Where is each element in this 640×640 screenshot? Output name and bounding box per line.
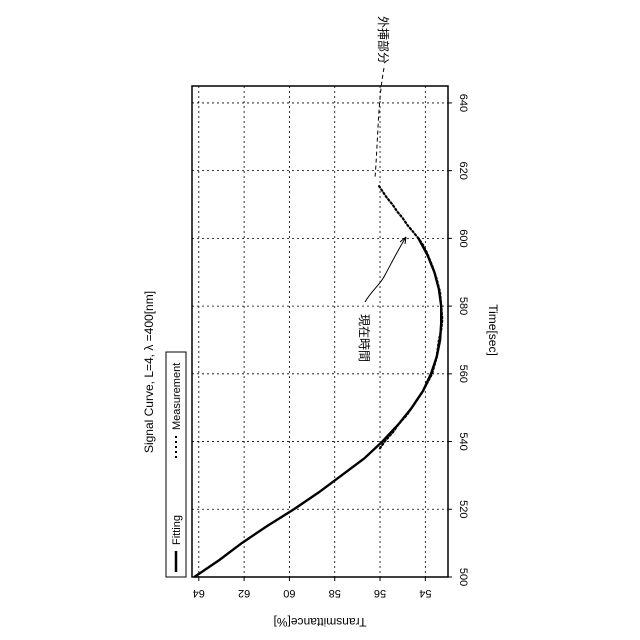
tick-label-time: 500 (457, 568, 469, 586)
legend: Fitting Measurement (166, 352, 186, 577)
annotation-label-current-time: 現在時間 (357, 314, 371, 362)
tick-label-transmittance: 58 (329, 587, 341, 599)
tick-label-time: 540 (457, 432, 469, 450)
tick-label-time: 580 (457, 297, 469, 315)
y-axis-label: Transmittance[%] (274, 615, 367, 629)
tick-label-transmittance: 62 (238, 587, 250, 599)
chart-title: Signal Curve, L=4, λ =400[nm] (142, 291, 156, 453)
tick-label-transmittance: 56 (374, 587, 386, 599)
tick-label-time: 520 (457, 500, 469, 518)
tick-label-time: 640 (457, 94, 469, 112)
tick-label-time: 600 (457, 229, 469, 247)
tick-label-time: 620 (457, 161, 469, 179)
tick-label-time: 560 (457, 365, 469, 383)
legend-label-fitting: Fitting (171, 515, 183, 545)
annotation-label-extrapolation: 外挿部分 (376, 16, 391, 64)
tick-label-transmittance: 54 (419, 587, 431, 599)
tick-label-transmittance: 64 (193, 587, 205, 599)
tick-label-transmittance: 60 (283, 587, 295, 599)
legend-label-measurement: Measurement (171, 363, 183, 430)
x-axis-label: Time[sec] (486, 304, 500, 356)
